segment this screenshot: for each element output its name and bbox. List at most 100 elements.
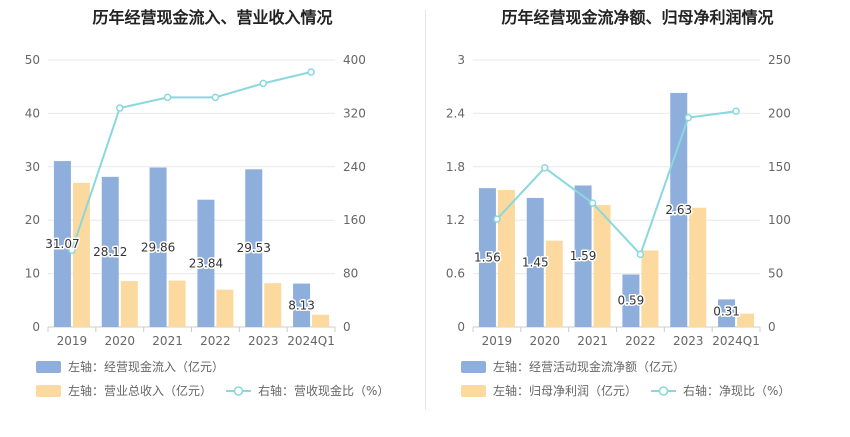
line-point — [211, 93, 220, 102]
bar — [737, 313, 755, 327]
y-right-tick-label: 0 — [343, 320, 351, 334]
line-point — [259, 79, 267, 88]
y-right-tick-label: 250 — [768, 53, 791, 67]
y-right-tick-label: 100 — [768, 213, 791, 227]
y-left-tick-label: 0 — [32, 320, 40, 334]
legend-swatch — [36, 385, 61, 397]
bar — [293, 283, 311, 327]
line-point — [588, 199, 597, 207]
chart-svg: 0 0 10 80 20 160 30 240 40 320 50 400 2019 2020 2021 20… — [25, 53, 390, 398]
bar — [497, 189, 515, 327]
panel-divider — [425, 10, 426, 410]
x-tick-label: 2019 — [482, 334, 513, 348]
x-tick-label: 2022 — [200, 334, 231, 348]
bar — [545, 240, 563, 327]
chart-title: 历年经营现金流入、营业收入情况 — [92, 8, 333, 27]
y-right-tick-label: 320 — [343, 106, 366, 120]
x-tick-label: 2022 — [625, 334, 656, 348]
bar — [245, 169, 263, 327]
y-right-tick-label: 150 — [768, 160, 791, 174]
bar — [197, 199, 215, 327]
bar — [593, 205, 611, 327]
x-tick-label: 2024Q1 — [712, 334, 760, 348]
y-right-tick-label: 400 — [343, 53, 366, 67]
legend-label: 左轴：经营现金流入（亿元） — [68, 359, 224, 374]
bar — [120, 281, 138, 327]
chart-panel-right: 历年经营现金流净额、归母净利润情况 0 0 0.6 50 1.2 100 1.8 150 2.4… — [425, 0, 850, 437]
y-right-tick-label: 0 — [768, 320, 776, 334]
x-tick-label: 2021 — [152, 334, 183, 348]
x-tick-label: 2020 — [104, 334, 135, 348]
bar — [689, 207, 707, 327]
chart-svg: 0 0 0.6 50 1.2 100 1.8 150 2.4 200 3 250 2019 2020 202… — [446, 53, 791, 398]
y-right-tick-label: 160 — [343, 213, 366, 227]
data-label: 1.56 — [474, 251, 501, 265]
bar — [53, 161, 71, 327]
data-label: 31.07 — [45, 237, 79, 251]
y-left-tick-label: 20 — [25, 213, 40, 227]
bar — [670, 92, 688, 328]
bar — [478, 188, 496, 327]
y-right-tick-label: 240 — [343, 160, 366, 174]
bar — [264, 283, 282, 327]
y-right-tick-label: 50 — [768, 267, 783, 281]
y-left-tick-label: 50 — [25, 53, 40, 67]
line-point — [307, 68, 315, 76]
line-point — [493, 215, 501, 223]
data-label: 29.53 — [237, 241, 271, 255]
y-left-tick-label: 3 — [457, 53, 465, 67]
y-right-tick-label: 80 — [343, 267, 358, 281]
chart-panel-left: 历年经营现金流入、营业收入情况 0 0 10 80 20 160 30 240 40 320 50 4… — [25, 8, 390, 398]
line-point — [116, 104, 124, 112]
chart-title: 历年经营现金流净额、归母净利润情况 — [501, 8, 774, 27]
y-left-tick-label: 1.2 — [446, 213, 465, 227]
y-left-tick-label: 10 — [25, 267, 40, 281]
legend-marker — [233, 386, 244, 396]
bar — [216, 289, 234, 327]
y-left-tick-label: 0 — [457, 320, 465, 334]
legend-label: 左轴：归母净利润（亿元） — [493, 383, 637, 398]
legend-swatch — [36, 361, 61, 373]
legend-label: 左轴：营业总收入（亿元） — [68, 383, 212, 398]
line-point — [68, 246, 76, 254]
legend-swatch — [461, 361, 486, 373]
bar — [574, 185, 592, 327]
line-point — [541, 164, 549, 172]
x-tick-label: 2020 — [529, 334, 560, 348]
bar — [101, 176, 119, 327]
y-left-tick-label: 40 — [25, 106, 40, 120]
data-label: 28.12 — [93, 245, 127, 259]
line-point — [163, 93, 172, 102]
bar — [312, 314, 330, 327]
x-tick-label: 2023 — [673, 334, 704, 348]
y-left-tick-label: 1.8 — [446, 160, 465, 174]
line-series — [496, 110, 737, 257]
x-tick-label: 2019 — [57, 334, 88, 348]
x-tick-label: 2024Q1 — [287, 334, 335, 348]
data-label: 0.31 — [713, 304, 740, 318]
line-series — [70, 71, 312, 251]
data-label: 1.59 — [570, 249, 597, 263]
legend-label: 右轴：营收现金比（%） — [258, 383, 389, 398]
legend-marker — [658, 386, 669, 396]
line-point — [636, 250, 645, 259]
bar — [718, 299, 736, 327]
x-tick-label: 2021 — [577, 334, 608, 348]
bar — [641, 250, 659, 327]
legend-label: 左轴：经营活动现金流净额（亿元） — [493, 359, 685, 374]
line-point — [684, 113, 692, 122]
data-label: 0.59 — [618, 294, 645, 308]
bar — [72, 182, 90, 327]
legend-swatch — [461, 385, 486, 397]
data-label: 29.86 — [141, 240, 175, 254]
y-left-tick-label: 30 — [25, 160, 40, 174]
x-tick-label: 2023 — [248, 334, 279, 348]
data-label: 2.63 — [665, 203, 692, 217]
bar — [622, 274, 640, 327]
y-left-tick-label: 0.6 — [446, 267, 465, 281]
y-left-tick-label: 2.4 — [446, 106, 465, 120]
y-right-tick-label: 200 — [768, 106, 791, 120]
line-point — [732, 107, 740, 116]
data-label: 23.84 — [189, 256, 223, 270]
bar — [526, 197, 544, 327]
